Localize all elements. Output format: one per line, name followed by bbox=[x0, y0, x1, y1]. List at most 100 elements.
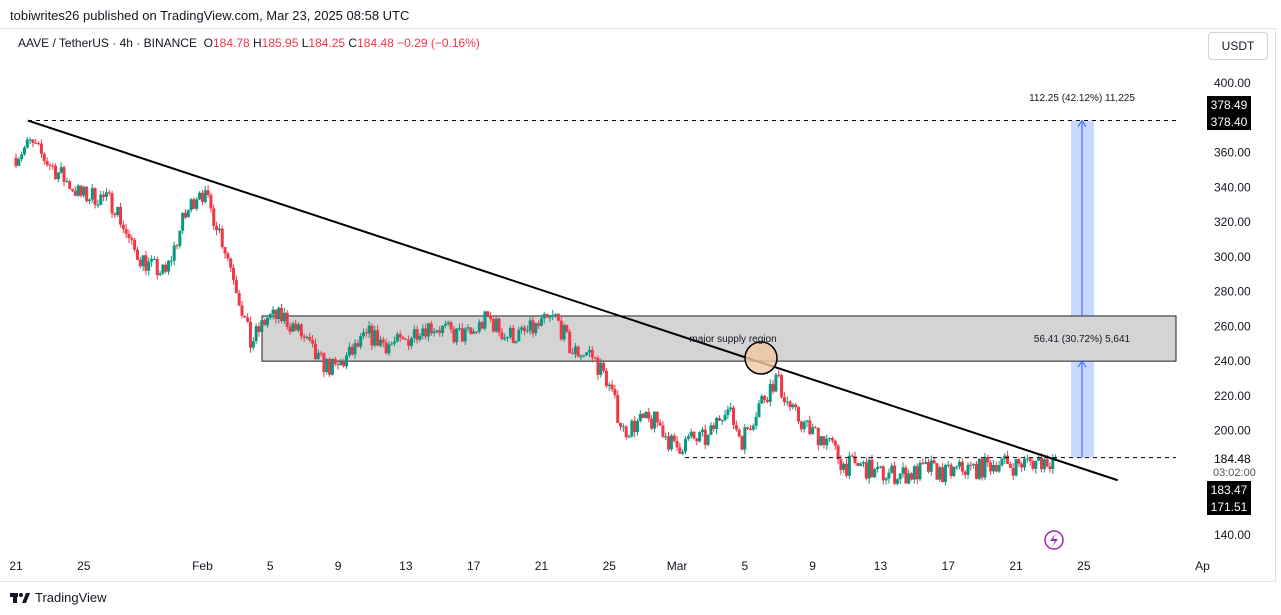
x-tick-label: 9 bbox=[809, 559, 816, 573]
candle-body bbox=[627, 436, 631, 438]
candle-body bbox=[788, 401, 792, 408]
candle-body bbox=[797, 407, 801, 422]
candle-body bbox=[955, 466, 959, 468]
y-tick-label: 220.00 bbox=[1214, 389, 1251, 403]
candle-body bbox=[785, 401, 789, 403]
candle-body bbox=[607, 384, 611, 387]
candle-body bbox=[562, 325, 566, 340]
candle-body bbox=[280, 307, 284, 321]
candle-body bbox=[754, 416, 758, 426]
candle-body bbox=[732, 407, 736, 425]
y-tick-label: 140.00 bbox=[1214, 528, 1251, 542]
candle-body bbox=[867, 459, 871, 479]
candle-body bbox=[463, 328, 467, 342]
candle-body bbox=[794, 404, 798, 408]
candle-body bbox=[99, 194, 103, 205]
y-tick-label: 340.00 bbox=[1214, 180, 1251, 194]
candle-body bbox=[830, 438, 834, 441]
candle-body bbox=[582, 355, 586, 357]
y-tick-label: 240.00 bbox=[1214, 354, 1251, 368]
measure-upper-label: 112.25 (42.12%) 11,225 bbox=[1029, 93, 1135, 104]
candle-body bbox=[22, 147, 26, 155]
candle-body bbox=[147, 261, 151, 271]
candle-body bbox=[675, 440, 679, 448]
symbol-legend: AAVE / TetherUS · 4h · BINANCE O184.78 H… bbox=[18, 36, 480, 50]
candle-body bbox=[876, 466, 880, 470]
candle-body bbox=[313, 343, 317, 359]
candle-body bbox=[418, 335, 422, 340]
candle-body bbox=[862, 462, 865, 464]
candle-body bbox=[328, 358, 332, 375]
y-tick-label: 320.00 bbox=[1214, 215, 1251, 229]
candle-body bbox=[624, 426, 628, 438]
candle-body bbox=[178, 230, 182, 246]
candle-body bbox=[1003, 455, 1007, 459]
lightning-icon[interactable] bbox=[1044, 530, 1064, 550]
x-tick-label: 5 bbox=[742, 559, 749, 573]
candle-body bbox=[650, 418, 654, 429]
candle-body bbox=[240, 305, 244, 316]
candle-body bbox=[799, 421, 803, 430]
candle-body bbox=[977, 458, 981, 479]
candle-body bbox=[82, 186, 86, 196]
candle-body bbox=[308, 337, 312, 341]
measure-lower-label: 56.41 (30.72%) 5,641 bbox=[1034, 334, 1131, 345]
candle-body bbox=[847, 455, 851, 476]
candle-body bbox=[808, 420, 812, 434]
candle-body bbox=[751, 425, 755, 430]
candle-body bbox=[994, 465, 998, 472]
candle-body bbox=[1014, 459, 1018, 476]
x-tick-label: 25 bbox=[603, 559, 617, 573]
candle-body bbox=[729, 407, 733, 410]
candle-body bbox=[107, 192, 111, 194]
candle-body bbox=[568, 331, 572, 353]
candle-body bbox=[452, 329, 456, 343]
candle-body bbox=[712, 425, 716, 430]
candle-body bbox=[599, 362, 603, 375]
candle-body bbox=[602, 362, 606, 371]
candle-body bbox=[1008, 463, 1012, 468]
candle-body bbox=[472, 331, 476, 334]
candle-body bbox=[508, 327, 512, 338]
candle-body bbox=[1023, 458, 1027, 468]
publisher-line: tobiwrites26 published on TradingView.co… bbox=[10, 8, 410, 23]
candle-body bbox=[638, 413, 642, 421]
candle-body bbox=[1020, 463, 1024, 468]
candle-body bbox=[692, 431, 696, 439]
candle-body bbox=[458, 328, 462, 330]
candle-body bbox=[333, 358, 337, 365]
x-tick-label: 21 bbox=[9, 559, 23, 573]
candle-body bbox=[528, 320, 532, 331]
candle-body bbox=[127, 233, 131, 239]
candle-body bbox=[59, 167, 63, 173]
candle-body bbox=[265, 317, 269, 326]
candle-body bbox=[525, 330, 529, 332]
candle-body bbox=[384, 342, 388, 354]
candle-body bbox=[395, 334, 399, 342]
candle-body bbox=[816, 427, 820, 446]
candle-body bbox=[842, 463, 846, 470]
candle-body bbox=[37, 143, 41, 145]
candle-body bbox=[474, 331, 478, 333]
candle-body bbox=[192, 199, 196, 209]
candle-body bbox=[825, 438, 829, 446]
y-tick-label: 300.00 bbox=[1214, 250, 1251, 264]
candle-body bbox=[980, 458, 984, 478]
candle-body bbox=[319, 352, 323, 354]
candle-body bbox=[966, 464, 970, 475]
candle-body bbox=[813, 427, 817, 429]
candle-body bbox=[25, 139, 29, 148]
candle-body bbox=[90, 188, 94, 200]
candle-body bbox=[791, 404, 795, 408]
candle-body bbox=[757, 403, 761, 417]
candle-body bbox=[79, 185, 83, 196]
candle-body bbox=[206, 190, 210, 196]
candle-body bbox=[316, 352, 320, 359]
candle-body bbox=[1034, 460, 1038, 469]
price-label-378-49-text: 378.49 bbox=[1211, 98, 1248, 112]
tradingview-logo[interactable]: TradingView bbox=[10, 590, 107, 605]
candle-body bbox=[248, 321, 252, 348]
currency-button[interactable]: USDT bbox=[1208, 32, 1268, 60]
candle-body bbox=[565, 325, 569, 332]
